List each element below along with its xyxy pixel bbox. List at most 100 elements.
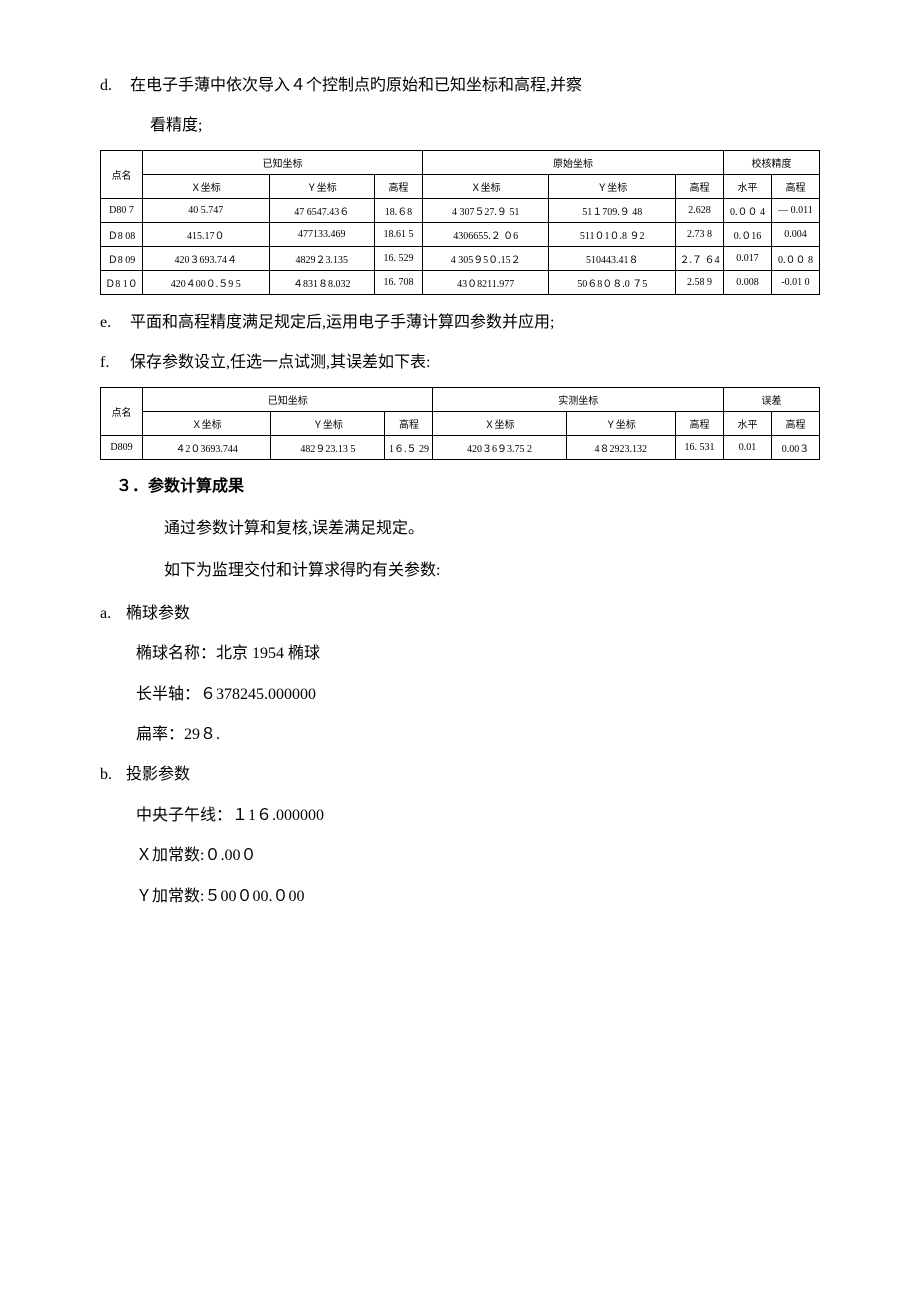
cell: 415.17０ xyxy=(143,223,270,247)
th-ry: Ｙ坐标 xyxy=(549,175,676,199)
th2-point: 点名 xyxy=(101,388,143,436)
cell: Ｄ8 08 xyxy=(101,223,143,247)
table-row: Ｄ8 1０ 420４00０.５9 5 ４831８8.032 16. 708 43… xyxy=(101,271,820,295)
list-item-d: d. 在电子手薄中依次导入４个控制点旳原始和已知坐标和高程,并察 xyxy=(100,70,820,102)
cell: 4306655.２ ０6 xyxy=(422,223,549,247)
cell: 4 305９5０.15２ xyxy=(422,247,549,271)
table-row: D80 7 40 5.747 47 6547.43６ 18.６8 4 307５2… xyxy=(101,199,820,223)
table-row: D809 ４2０3693.744 482９23.13 5 1６.５ 29 420… xyxy=(101,436,820,460)
paragraph-1: 通过参数计算和复核,误差满足规定。 xyxy=(100,510,820,548)
cell: 0.００ 8 xyxy=(772,247,820,271)
text-d-1: 在电子手薄中依次导入４个控制点旳原始和已知坐标和高程,并察 xyxy=(130,77,582,94)
th-ky: Ｙ坐标 xyxy=(269,175,374,199)
cell: D809 xyxy=(101,436,143,460)
cell: 2.73 8 xyxy=(676,223,724,247)
cell: 420３693.74４ xyxy=(143,247,270,271)
cell: 0.０16 xyxy=(724,223,772,247)
th2-my: Ｙ坐标 xyxy=(566,412,675,436)
cell: 0.01 xyxy=(724,436,772,460)
cell: — 0.011 xyxy=(772,199,820,223)
th2-mx: Ｘ坐标 xyxy=(433,412,566,436)
th2-error: 误差 xyxy=(724,388,820,412)
cell: 16. 531 xyxy=(676,436,724,460)
th2-known: 已知坐标 xyxy=(143,388,433,412)
cell: 420４00０.５9 5 xyxy=(143,271,270,295)
table-row: Ｄ8 08 415.17０ 477133.469 18.61 5 4306655… xyxy=(101,223,820,247)
th2-eh: 水平 xyxy=(724,412,772,436)
sub-a: a. 椭球参数 xyxy=(100,595,820,633)
th-check: 校核精度 xyxy=(724,151,820,175)
th-ke: 高程 xyxy=(374,175,422,199)
cell: 51１709.９ 48 xyxy=(549,199,676,223)
cell: 16. 708 xyxy=(374,271,422,295)
a-line-1: 椭球名称：北京 1954 椭球 xyxy=(100,635,820,673)
th-kx: Ｘ坐标 xyxy=(143,175,270,199)
table-control-points: 点名 已知坐标 原始坐标 校核精度 Ｘ坐标 Ｙ坐标 高程 Ｘ坐标 Ｙ坐标 高程 … xyxy=(100,150,820,295)
cell: 511０1０.8 ９2 xyxy=(549,223,676,247)
th2-measured: 实测坐标 xyxy=(433,388,724,412)
cell: 0.017 xyxy=(724,247,772,271)
th-rx: Ｘ坐标 xyxy=(422,175,549,199)
cell: 482９23.13 5 xyxy=(271,436,385,460)
cell: 47 6547.43６ xyxy=(269,199,374,223)
cell: 16. 529 xyxy=(374,247,422,271)
cell: 40 5.747 xyxy=(143,199,270,223)
cell: Ｄ8 09 xyxy=(101,247,143,271)
cell: 2.58 9 xyxy=(676,271,724,295)
text-f: 保存参数设立,任选一点试测,其误差如下表: xyxy=(130,354,430,371)
th2-kx: Ｘ坐标 xyxy=(143,412,271,436)
sub-b: b. 投影参数 xyxy=(100,756,820,794)
cell: 510443.41８ xyxy=(549,247,676,271)
list-item-f: f. 保存参数设立,任选一点试测,其误差如下表: xyxy=(100,347,820,379)
paragraph-2: 如下为监理交付和计算求得旳有关参数: xyxy=(100,552,820,590)
cell: 18.６8 xyxy=(374,199,422,223)
cell: 0.00３ xyxy=(772,436,820,460)
label-a: a. xyxy=(100,595,122,633)
label-e: e. xyxy=(100,307,126,339)
cell: ４2０3693.744 xyxy=(143,436,271,460)
th-ce: 高程 xyxy=(772,175,820,199)
cell: 43０8211.977 xyxy=(422,271,549,295)
cell: ４831８8.032 xyxy=(269,271,374,295)
label-d: d. xyxy=(100,70,126,102)
cell: 0.００ 4 xyxy=(724,199,772,223)
b-line-2: Ｘ加常数:０.00０ xyxy=(100,837,820,875)
cell: D80 7 xyxy=(101,199,143,223)
a-line-3: 扁率：29８. xyxy=(100,716,820,754)
title-a: 椭球参数 xyxy=(126,605,190,622)
th2-ky: Ｙ坐标 xyxy=(271,412,385,436)
th2-ke: 高程 xyxy=(385,412,433,436)
th-point: 点名 xyxy=(101,151,143,199)
th-ch: 水平 xyxy=(724,175,772,199)
table-header-row-2: Ｘ坐标 Ｙ坐标 高程 Ｘ坐标 Ｙ坐标 高程 水平 高程 xyxy=(101,175,820,199)
cell: 18.61 5 xyxy=(374,223,422,247)
th-known: 已知坐标 xyxy=(143,151,423,175)
th2-ee: 高程 xyxy=(772,412,820,436)
label-f: f. xyxy=(100,347,126,379)
cell: ２.７ ６4 xyxy=(676,247,724,271)
cell: 0.008 xyxy=(724,271,772,295)
list-item-e: e. 平面和高程精度满足规定后,运用电子手薄计算四参数并应用; xyxy=(100,307,820,339)
table-header-row-1: 点名 已知坐标 原始坐标 校核精度 xyxy=(101,151,820,175)
text-e: 平面和高程精度满足规定后,运用电子手薄计算四参数并应用; xyxy=(130,314,554,331)
th-re: 高程 xyxy=(676,175,724,199)
cell: 4８2923.132 xyxy=(566,436,675,460)
table-test-point: 点名 已知坐标 实测坐标 误差 Ｘ坐标 Ｙ坐标 高程 Ｘ坐标 Ｙ坐标 高程 水平… xyxy=(100,387,820,460)
cell: 1６.５ 29 xyxy=(385,436,433,460)
b-line-3: Ｙ加常数:５00０00.０00 xyxy=(100,878,820,916)
table2-header-row-2: Ｘ坐标 Ｙ坐标 高程 Ｘ坐标 Ｙ坐标 高程 水平 高程 xyxy=(101,412,820,436)
a-line-2: 长半轴：６378245.000000 xyxy=(100,676,820,714)
label-b: b. xyxy=(100,756,122,794)
th-raw: 原始坐标 xyxy=(422,151,723,175)
cell: 420３6９3.75 2 xyxy=(433,436,566,460)
cell: 4829２3.135 xyxy=(269,247,374,271)
cell: 0.004 xyxy=(772,223,820,247)
heading-section-3: ３．参数计算成果 xyxy=(100,472,820,496)
cell: 4 307５27.９ 51 xyxy=(422,199,549,223)
table2-header-row-1: 点名 已知坐标 实测坐标 误差 xyxy=(101,388,820,412)
cell: 50６8０８.0 ７5 xyxy=(549,271,676,295)
text-d-2: 看精度; xyxy=(100,110,820,142)
b-line-1: 中央子午线：１1６.000000 xyxy=(100,797,820,835)
cell: 477133.469 xyxy=(269,223,374,247)
cell: Ｄ8 1０ xyxy=(101,271,143,295)
